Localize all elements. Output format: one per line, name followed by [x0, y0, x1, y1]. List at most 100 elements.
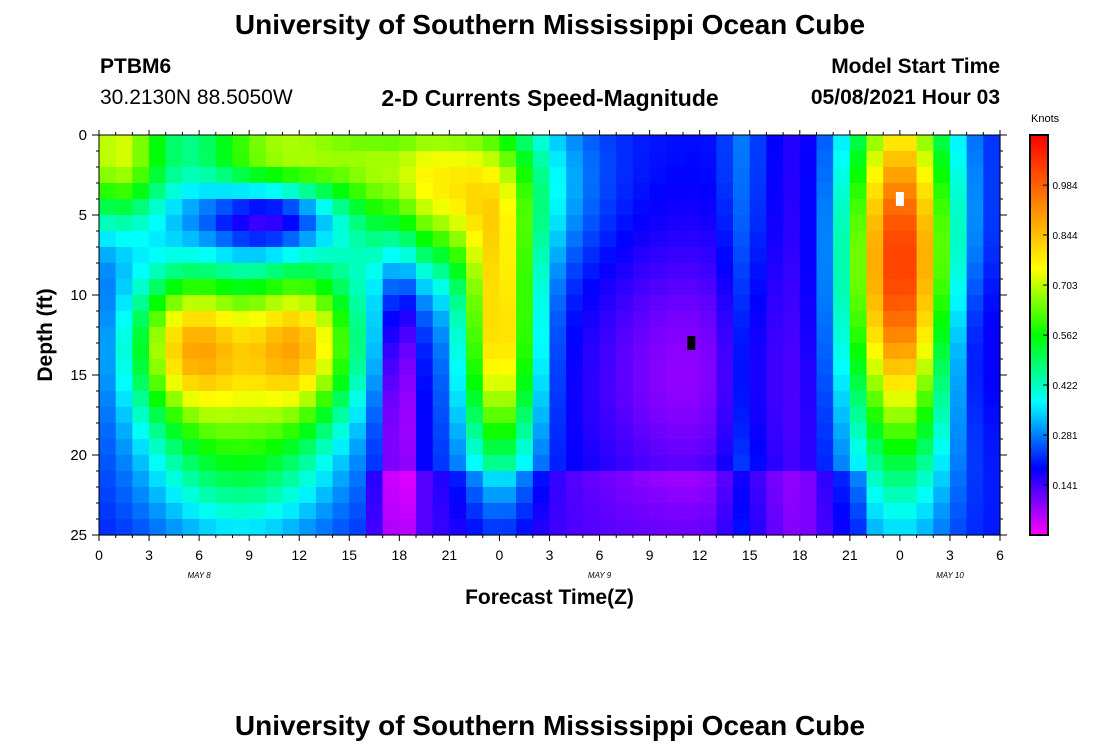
colorbar-tick-label: 0.422: [1052, 381, 1077, 392]
heat-cell: [499, 375, 517, 392]
heat-cell: [933, 343, 951, 360]
heat-cell: [949, 279, 968, 296]
heat-cell: [616, 519, 634, 536]
heat-cell: [215, 343, 234, 360]
heat-cell: [983, 167, 1001, 184]
heat-cell: [432, 327, 450, 344]
heat-cell: [149, 407, 167, 424]
heat-cell: [232, 311, 250, 328]
heat-cell: [532, 167, 551, 184]
heat-cell: [616, 135, 634, 152]
y-tick-label: 10: [70, 287, 87, 304]
heat-cell: [899, 199, 918, 216]
heat-cell: [866, 311, 884, 328]
heat-cell: [682, 455, 701, 472]
heat-cell: [382, 263, 400, 280]
heat-cell: [282, 231, 300, 248]
heat-cell: [382, 503, 400, 520]
heat-cell: [966, 391, 984, 408]
heat-cell: [766, 295, 784, 312]
heat-cell: [299, 455, 317, 472]
heat-cell: [215, 471, 234, 488]
heat-cell: [432, 247, 450, 264]
heat-cell: [232, 247, 250, 264]
heat-cell: [399, 295, 417, 312]
heat-cell: [549, 295, 567, 312]
heat-cell: [232, 439, 250, 456]
x-tick-label: 15: [341, 547, 357, 563]
heat-cell: [682, 279, 701, 296]
heat-cell: [99, 391, 117, 408]
heat-cell: [482, 151, 501, 168]
heat-cell: [382, 311, 400, 328]
heat-cell: [716, 183, 734, 200]
heat-cell: [949, 407, 968, 424]
heat-cell: [833, 183, 851, 200]
heat-cell: [949, 487, 968, 504]
heat-cell: [749, 503, 768, 520]
heat-cell: [566, 343, 584, 360]
heat-cell: [883, 151, 901, 168]
heat-cell: [99, 407, 117, 424]
heat-cell: [733, 519, 751, 536]
heat-cell: [132, 343, 150, 360]
heat-cell: [165, 279, 184, 296]
heat-cell: [733, 135, 751, 152]
y-tick-label: 0: [79, 127, 87, 144]
heat-cell: [499, 391, 517, 408]
heat-cell: [299, 263, 317, 280]
heat-cell: [466, 343, 484, 360]
heat-cell: [249, 439, 267, 456]
heat-cell: [666, 199, 684, 216]
heat-cell: [332, 407, 350, 424]
heat-cell: [899, 263, 918, 280]
x-tick-label: 3: [946, 547, 954, 563]
heat-cell: [165, 343, 184, 360]
heat-cell: [933, 231, 951, 248]
heat-cell: [799, 503, 818, 520]
heat-cell: [149, 199, 167, 216]
x-tick-label: 0: [496, 547, 504, 563]
heat-cell: [933, 503, 951, 520]
heat-cell: [249, 167, 267, 184]
heat-cell: [315, 455, 334, 472]
heat-cell: [632, 183, 651, 200]
heat-cell: [265, 135, 284, 152]
heat-cell: [632, 375, 651, 392]
heat-cell: [616, 471, 634, 488]
heat-cell: [666, 407, 684, 424]
heat-cell: [883, 423, 901, 440]
heat-cell: [883, 231, 901, 248]
heat-cell: [349, 199, 367, 216]
heat-cell: [899, 311, 918, 328]
heat-cell: [299, 519, 317, 536]
x-tick-label: 9: [245, 547, 253, 563]
heat-cell: [899, 231, 918, 248]
heat-cell: [182, 183, 200, 200]
heat-cell: [182, 471, 200, 488]
heat-cell: [816, 247, 834, 264]
heat-cell: [733, 151, 751, 168]
heat-cell: [699, 135, 717, 152]
heat-cell: [649, 455, 667, 472]
heat-cell: [582, 279, 601, 296]
heat-cell: [249, 343, 267, 360]
heat-cell: [883, 439, 901, 456]
heat-cell: [99, 455, 117, 472]
heat-cell: [149, 519, 167, 536]
heat-cell: [365, 295, 384, 312]
heat-cell: [966, 487, 984, 504]
heat-cell: [749, 375, 768, 392]
heat-cell: [249, 263, 267, 280]
heat-cell: [616, 247, 634, 264]
heat-cell: [232, 231, 250, 248]
heat-cell: [816, 263, 834, 280]
heat-cell: [349, 183, 367, 200]
heat-cell: [516, 295, 534, 312]
heat-cell: [749, 487, 768, 504]
heat-cell: [466, 247, 484, 264]
heat-cell: [983, 151, 1001, 168]
heat-cell: [632, 423, 651, 440]
heat-cell: [99, 199, 117, 216]
heat-cell: [399, 375, 417, 392]
